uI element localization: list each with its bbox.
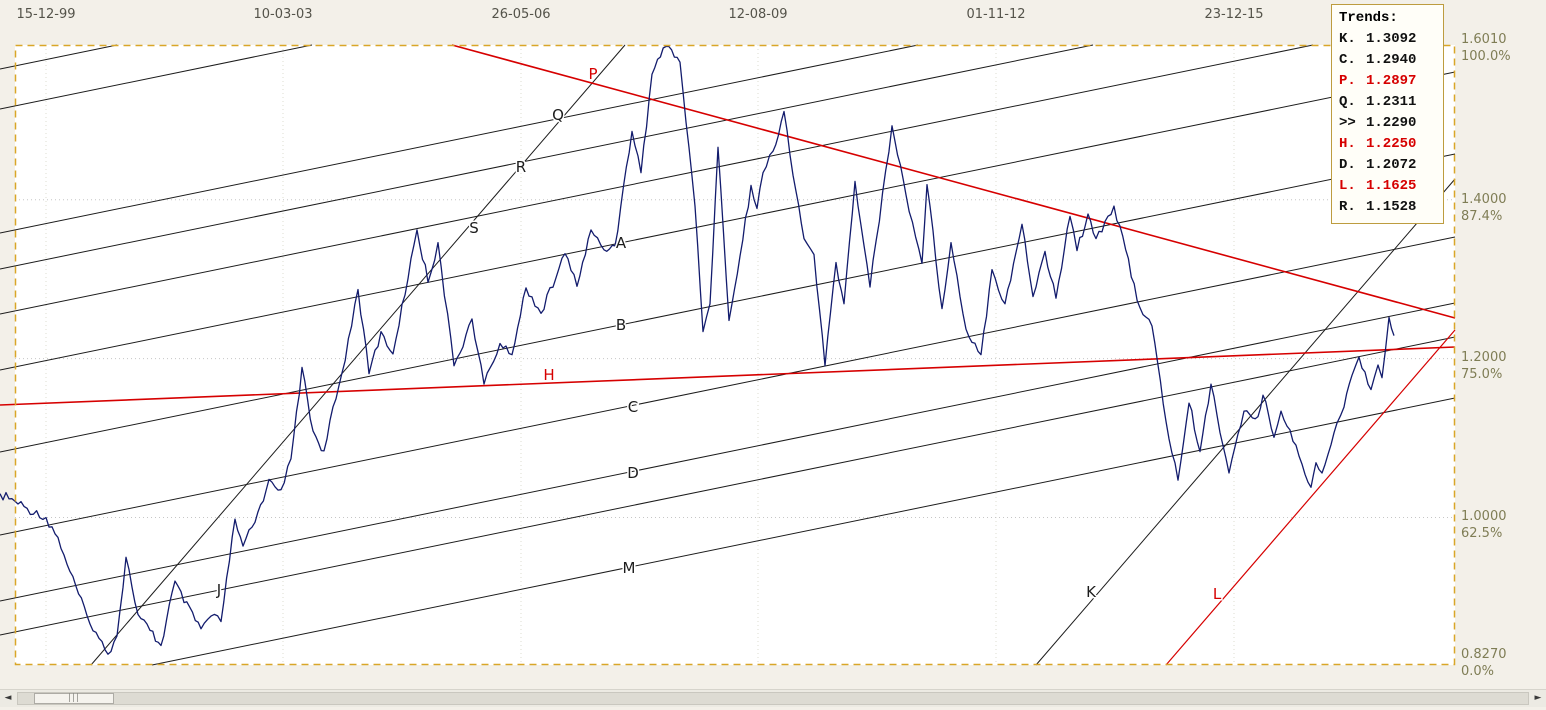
trend-value: 1.2072 — [1366, 157, 1417, 173]
date-label: 15-12-99 — [16, 7, 76, 22]
price-axis-label: 0.8270 — [1461, 647, 1507, 662]
trend-line-label-M: M — [623, 559, 636, 577]
date-label: 10-03-03 — [253, 7, 313, 22]
trend-line-aux[interactable] — [0, 44, 118, 70]
trend-row: Q. 1.2311 — [1339, 92, 1437, 113]
trend-line-P[interactable] — [451, 44, 1456, 319]
trend-line-label-H: H — [543, 366, 554, 384]
trend-line-M[interactable] — [151, 397, 1456, 666]
scroll-thumb[interactable]: ||| — [34, 693, 114, 704]
price-axis-label: 1.2000 — [1461, 350, 1507, 365]
trend-line-label-L: L — [1213, 585, 1222, 603]
trend-line-L[interactable] — [1165, 329, 1456, 666]
price-axis-pair: 1.6010 100.0% — [1461, 31, 1511, 65]
price-axis-pair: 0.8270 0.0% — [1461, 646, 1507, 680]
trend-row: R. 1.1528 — [1339, 197, 1437, 218]
percent-axis-label: 87.4% — [1461, 209, 1503, 224]
trend-line-label-K: K — [1086, 583, 1097, 601]
price-axis-label: 1.4000 — [1461, 192, 1507, 207]
plot-frame — [14, 44, 1456, 666]
percent-axis-label: 62.5% — [1461, 526, 1503, 541]
trends-panel: Trends: K. 1.3092 C. 1.2940 P. 1.2897 Q. 1.2311… — [1331, 4, 1444, 224]
trend-line-J[interactable] — [0, 336, 1456, 636]
trend-row: C. 1.2940 — [1339, 50, 1437, 71]
trend-line-label-J: J — [216, 581, 221, 599]
trend-row: H. 1.2250 — [1339, 134, 1437, 155]
thumb-grip-icon: ||| — [67, 693, 81, 703]
trend-value: 1.2250 — [1366, 136, 1417, 152]
trend-line-label-A: A — [616, 234, 627, 252]
price-axis-label: 1.6010 — [1461, 32, 1507, 47]
trend-line-label-P: P — [588, 65, 597, 83]
trends-title: Trends: — [1339, 10, 1398, 26]
trend-key: D. — [1339, 157, 1356, 173]
trend-key: >> — [1339, 115, 1356, 131]
trend-row: L. 1.1625 — [1339, 176, 1437, 197]
trend-line-A[interactable] — [0, 71, 1456, 371]
horizontal-scrollbar: ◄ ||| ► — [0, 689, 1546, 707]
trend-key: K. — [1339, 31, 1356, 47]
trend-line-label-Q: Q — [552, 106, 564, 124]
date-label: 26-05-06 — [491, 7, 551, 22]
percent-axis-label: 75.0% — [1461, 367, 1503, 382]
trend-line-label-S: S — [469, 219, 479, 237]
price-axis-label: 1.0000 — [1461, 509, 1507, 524]
trend-row: K. 1.3092 — [1339, 29, 1437, 50]
trend-value: 1.3092 — [1366, 31, 1417, 47]
trend-line-D[interactable] — [0, 302, 1456, 602]
trend-row: >> 1.2290 — [1339, 113, 1437, 134]
trend-line-label-B: B — [616, 316, 626, 334]
trend-value: 1.1625 — [1366, 178, 1417, 194]
date-label: 12-08-09 — [728, 7, 788, 22]
trend-line-R[interactable] — [0, 44, 1094, 270]
trend-line-S[interactable] — [0, 44, 1314, 315]
trend-line-H[interactable] — [0, 346, 1456, 406]
trend-key: R. — [1339, 199, 1356, 215]
price-series-path — [0, 45, 1395, 655]
trend-value: 1.2290 — [1366, 115, 1417, 131]
scroll-left-icon[interactable]: ◄ — [4, 693, 12, 703]
trend-line-label-C: C — [628, 398, 638, 416]
percent-axis-label: 100.0% — [1461, 49, 1511, 64]
trend-row: P. 1.2897 — [1339, 71, 1437, 92]
date-label: 01-11-12 — [966, 7, 1026, 22]
trend-value: 1.1528 — [1366, 199, 1417, 215]
trend-key: L. — [1339, 178, 1356, 194]
trend-key: C. — [1339, 52, 1356, 68]
percent-axis-label: 0.0% — [1461, 664, 1495, 679]
trend-line-C[interactable] — [0, 236, 1456, 536]
trend-key: H. — [1339, 136, 1356, 152]
trend-value: 1.2940 — [1366, 52, 1417, 68]
trend-line-aux[interactable] — [0, 44, 313, 110]
trends-rows: K. 1.3092 C. 1.2940 P. 1.2897 Q. 1.2311 >> 1.2290… — [1339, 29, 1437, 218]
trend-line-Q[interactable] — [0, 44, 919, 234]
trend-line-label-R: R — [516, 158, 526, 176]
trend-line-label-D: D — [627, 464, 639, 482]
price-axis-pair: 1.2000 75.0% — [1461, 349, 1507, 383]
trend-line-K[interactable] — [1035, 178, 1456, 666]
trend-value: 1.2897 — [1366, 73, 1417, 89]
trend-value: 1.2311 — [1366, 94, 1417, 110]
trend-row: D. 1.2072 — [1339, 155, 1437, 176]
plot-area[interactable] — [15, 45, 1455, 665]
trend-line-aux[interactable] — [90, 44, 626, 666]
scroll-track[interactable]: ||| — [17, 692, 1529, 705]
price-axis-pair: 1.0000 62.5% — [1461, 508, 1507, 542]
price-axis-pair: 1.4000 87.4% — [1461, 191, 1507, 225]
date-label: 23-12-15 — [1204, 7, 1264, 22]
trend-key: Q. — [1339, 94, 1356, 110]
scroll-right-icon[interactable]: ► — [1534, 693, 1542, 703]
trend-key: P. — [1339, 73, 1356, 89]
